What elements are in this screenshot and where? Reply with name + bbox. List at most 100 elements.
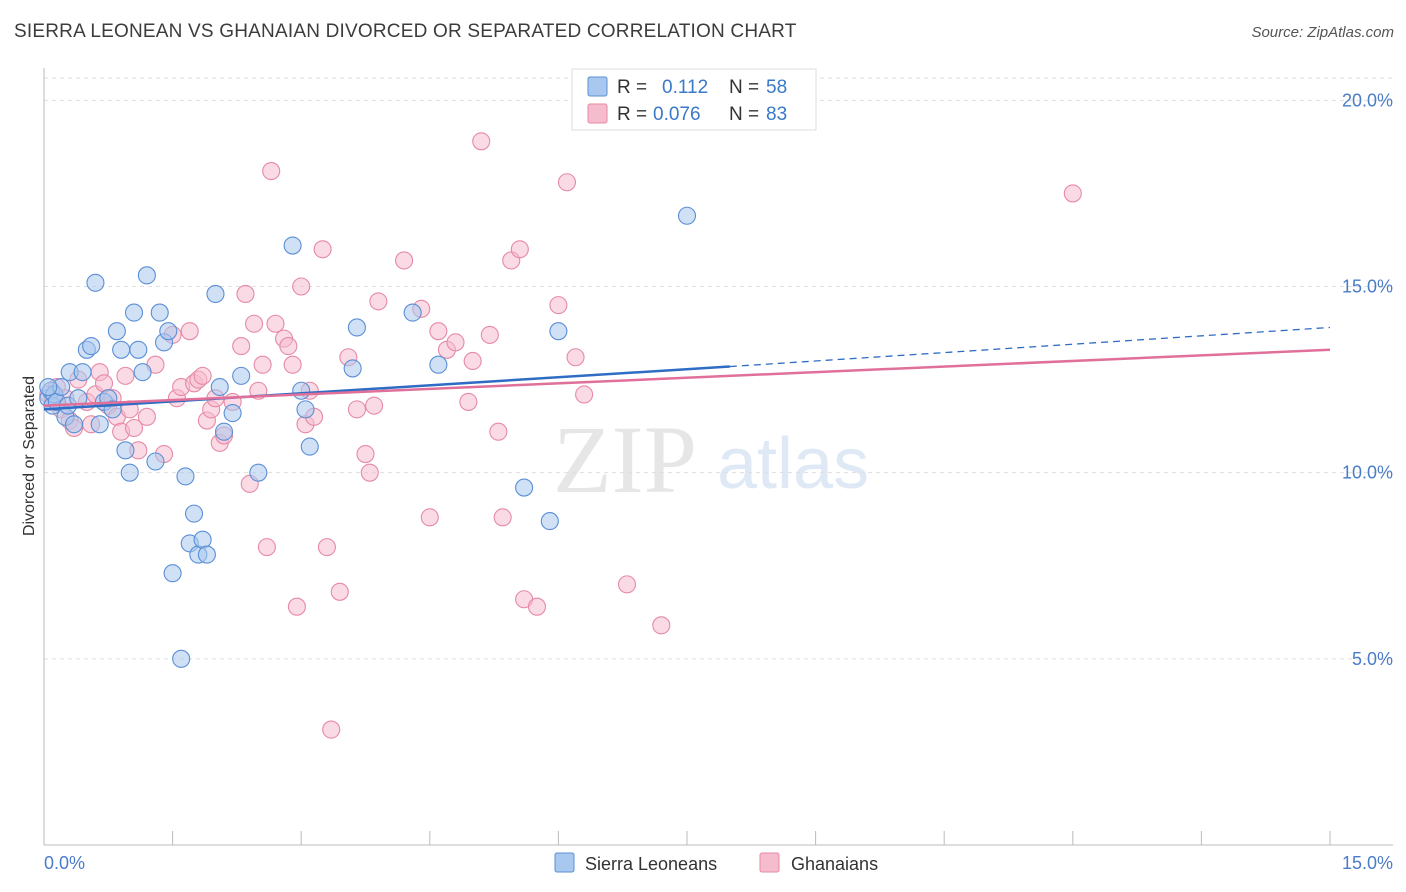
sierra-leonean-point [343,359,362,378]
sierra-leonean-point [137,266,156,285]
ghanaian-point [257,538,276,557]
sierra-leonean-point [107,322,126,341]
legend-r-pink: 0.076 [653,104,701,125]
ghanaian-point [356,445,375,464]
sierra-leonean-point [133,363,152,382]
sierra-leonean-point [86,273,105,292]
ghanaian-point [395,251,414,270]
ghanaian-point [360,463,379,482]
ghanaian-point [283,355,302,374]
ghanaian-point [116,366,135,385]
y-tick-label: 10.0% [1342,463,1393,483]
sierra-leonean-point [184,504,204,523]
sierra-leonean-point [540,512,559,531]
trend-lines [43,326,1331,411]
sierra-leonean-point [210,377,229,397]
sierra-leonean-point [116,441,135,460]
x-tick-label-min: 0.0% [44,853,85,873]
ghanaian-point [322,720,341,739]
ghanaian-point [330,582,349,601]
sierra-leonean-point [292,381,311,400]
sierra-leonean-point [159,322,178,341]
sierra-leonean-point [283,236,302,255]
ghanaian-point [317,538,336,557]
ghanaian-point [493,508,512,527]
watermark-zip: ZIP [553,406,697,513]
legend-swatch-blue [587,76,608,97]
y-tick-label: 5.0% [1352,649,1393,669]
ghanaian-point [617,575,637,594]
stats-legend: R = 0.112 N = 58 R = 0.076 N = 83 [571,68,817,131]
bottom-legend-swatch-pink [759,852,780,873]
ghanaian-point [365,396,384,415]
ghanaian-point [652,616,671,635]
ghanaian-point [236,284,255,304]
sierra-leonean-point [677,206,697,225]
ghanaian-point [266,314,285,333]
legend-n-label-2: N = [729,104,759,125]
series-legend: Sierra Leoneans Ghanaians [554,852,878,874]
y-tick-labels: 5.0% 10.0% 15.0% 20.0% [1342,90,1393,668]
ghanaian-point [292,277,311,296]
sierra-leonean-point [172,649,191,668]
bottom-legend-swatch-blue [554,852,575,873]
bottom-legend-ghana: Ghanaians [791,854,878,874]
sierra-leonean-point [90,415,109,434]
watermark-atlas: atlas [717,424,869,504]
sierra-leonean-point [249,463,268,482]
ghanaian-point [575,385,594,404]
ghanaian-point [446,333,465,352]
ghanaian-point [1063,184,1082,203]
sierra-leonean-trend-extension [729,326,1331,368]
sierra-leonean-point [150,303,169,322]
ghanaian-point [253,355,272,374]
sierra-leonean-point [163,564,182,583]
sierra-leonean-point [214,422,234,441]
legend-r-label: R = [617,77,647,98]
ghanaian-point [369,292,388,311]
sierra-leonean-point [112,340,131,359]
ghanaian-point [566,348,585,367]
bottom-legend-sierra: Sierra Leoneans [585,854,717,874]
legend-n-pink: 83 [766,104,787,125]
sierra-leonean-point [403,303,422,322]
legend-r-label-2: R = [617,104,647,125]
ghanaian-point [527,597,547,616]
ghanaian-point [193,366,212,385]
legend-swatch-pink [587,103,608,124]
y-tick-label: 20.0% [1342,90,1393,110]
ghanaian-point [262,162,281,181]
sierra-leonean-point [429,355,448,374]
axes [43,68,1393,846]
sierra-leonean-point [197,545,216,564]
y-axis-label: Divorced or Separated [21,376,38,536]
sierra-leonean-point [515,478,534,497]
ghanaian-point [232,337,251,356]
sierra-leonean-point [232,366,251,385]
ghanaian-point [489,422,508,441]
ghanaian-point [94,374,114,393]
ghanaian-point [480,325,499,344]
y-tick-label: 15.0% [1342,277,1393,297]
ghanaian-point [549,296,568,315]
sierra-leonean-point [146,452,165,471]
ghanaian-point [557,173,577,192]
sierra-leonean-point [296,400,315,419]
ghanaian-point [180,322,199,341]
ghanaian-trend [43,348,1331,407]
sierra-leonean-trend [43,365,730,411]
legend-n-label: N = [729,77,759,98]
legend-n-blue: 58 [766,77,787,98]
sierra-leonean-point [73,363,92,382]
ghanaian-point [459,392,478,411]
sierra-leonean-point [82,337,101,356]
ghanaian-point [420,508,439,527]
sierra-leonean-point [347,318,366,337]
ghanaian-point [244,314,264,333]
sierra-leonean-point [64,415,84,434]
x-tick-label-max: 15.0% [1342,853,1393,873]
ghanaian-point [124,418,144,438]
ghanaian-point [463,351,482,371]
sierra-leonean-point [120,463,139,482]
